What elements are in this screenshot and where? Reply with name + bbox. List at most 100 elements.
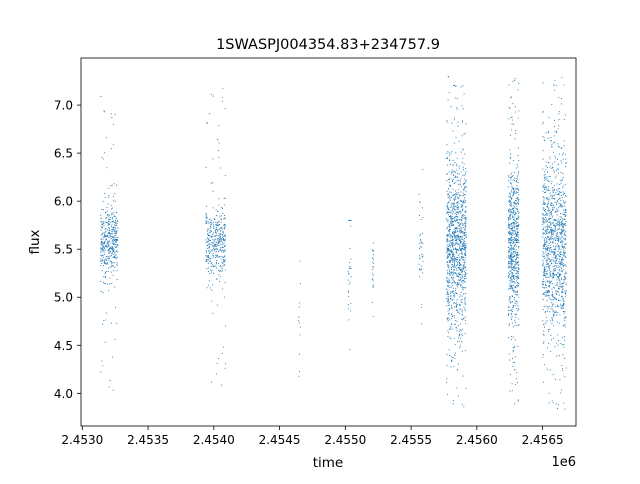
- data-point: [508, 106, 510, 108]
- data-point: [458, 173, 460, 175]
- data-point: [544, 183, 546, 185]
- data-point: [449, 253, 451, 256]
- data-point: [548, 201, 550, 203]
- data-point: [419, 243, 421, 245]
- data-point: [464, 266, 467, 268]
- data-point: [211, 254, 213, 256]
- data-point: [372, 262, 374, 264]
- data-point: [543, 179, 545, 182]
- data-point: [212, 234, 214, 236]
- data-point: [516, 209, 519, 211]
- data-point: [452, 256, 454, 258]
- data-point: [551, 259, 553, 261]
- data-point: [561, 254, 563, 256]
- data-point: [450, 217, 452, 219]
- data-point: [350, 302, 352, 304]
- data-point: [559, 232, 561, 234]
- data-point: [214, 249, 216, 251]
- data-point: [465, 171, 467, 173]
- data-point: [458, 325, 460, 327]
- data-point: [562, 251, 565, 253]
- data-point: [372, 287, 375, 289]
- data-point: [224, 261, 226, 263]
- data-point: [509, 255, 511, 257]
- data-point: [224, 225, 226, 227]
- data-point: [205, 239, 207, 241]
- data-point: [545, 212, 547, 214]
- data-point: [462, 231, 464, 233]
- data-point: [559, 286, 561, 288]
- data-point: [104, 241, 106, 243]
- data-point: [452, 255, 454, 257]
- data-point: [457, 242, 459, 244]
- data-point: [510, 153, 512, 155]
- data-point: [460, 308, 462, 310]
- data-point: [518, 234, 520, 236]
- data-point: [553, 249, 555, 251]
- data-point: [563, 302, 565, 304]
- data-point: [542, 135, 544, 138]
- data-point: [116, 279, 118, 281]
- data-point: [464, 227, 466, 229]
- data-point: [455, 292, 457, 294]
- data-point: [564, 326, 566, 328]
- data-point: [515, 234, 517, 236]
- data-point: [512, 290, 514, 292]
- data-point: [555, 265, 557, 267]
- data-point: [223, 264, 225, 266]
- data-point: [545, 275, 547, 277]
- data-point: [446, 212, 448, 214]
- data-point: [453, 194, 456, 196]
- data-point: [549, 248, 551, 250]
- data-point: [516, 205, 518, 208]
- data-point: [558, 119, 560, 121]
- data-point: [447, 220, 449, 222]
- data-point: [517, 198, 519, 200]
- data-point: [514, 304, 516, 306]
- data-point: [543, 220, 545, 223]
- data-point: [218, 249, 220, 251]
- data-point: [452, 246, 454, 248]
- data-point: [549, 224, 551, 226]
- data-point: [101, 244, 103, 246]
- data-point: [564, 239, 566, 241]
- data-point: [512, 204, 514, 206]
- data-point: [215, 224, 217, 226]
- data-point: [464, 225, 466, 227]
- data-point: [565, 243, 567, 245]
- data-point: [460, 206, 462, 208]
- data-point: [102, 250, 104, 252]
- data-point: [555, 246, 557, 248]
- data-point: [560, 262, 562, 264]
- data-point: [212, 221, 214, 224]
- data-point: [104, 248, 106, 250]
- data-point: [449, 159, 451, 161]
- data-point: [560, 224, 562, 226]
- data-point: [557, 282, 559, 284]
- data-point: [114, 200, 116, 202]
- data-point: [209, 227, 211, 229]
- y-axis-label: flux: [27, 229, 43, 254]
- data-point: [552, 163, 554, 165]
- data-point: [349, 247, 351, 250]
- data-point: [105, 271, 107, 273]
- data-point: [546, 236, 549, 238]
- data-point: [516, 273, 518, 275]
- data-point: [511, 189, 513, 191]
- data-point: [463, 287, 465, 289]
- data-point: [544, 242, 546, 245]
- data-point: [457, 368, 459, 371]
- data-point: [222, 265, 224, 267]
- data-point: [207, 228, 209, 230]
- data-point: [543, 203, 545, 206]
- data-point: [454, 237, 456, 239]
- data-point: [557, 240, 560, 242]
- data-point: [509, 359, 511, 361]
- data-point: [516, 185, 518, 187]
- data-point: [449, 225, 451, 227]
- data-point: [107, 263, 109, 265]
- data-point: [563, 301, 565, 303]
- data-point: [550, 211, 553, 213]
- data-point: [104, 192, 106, 195]
